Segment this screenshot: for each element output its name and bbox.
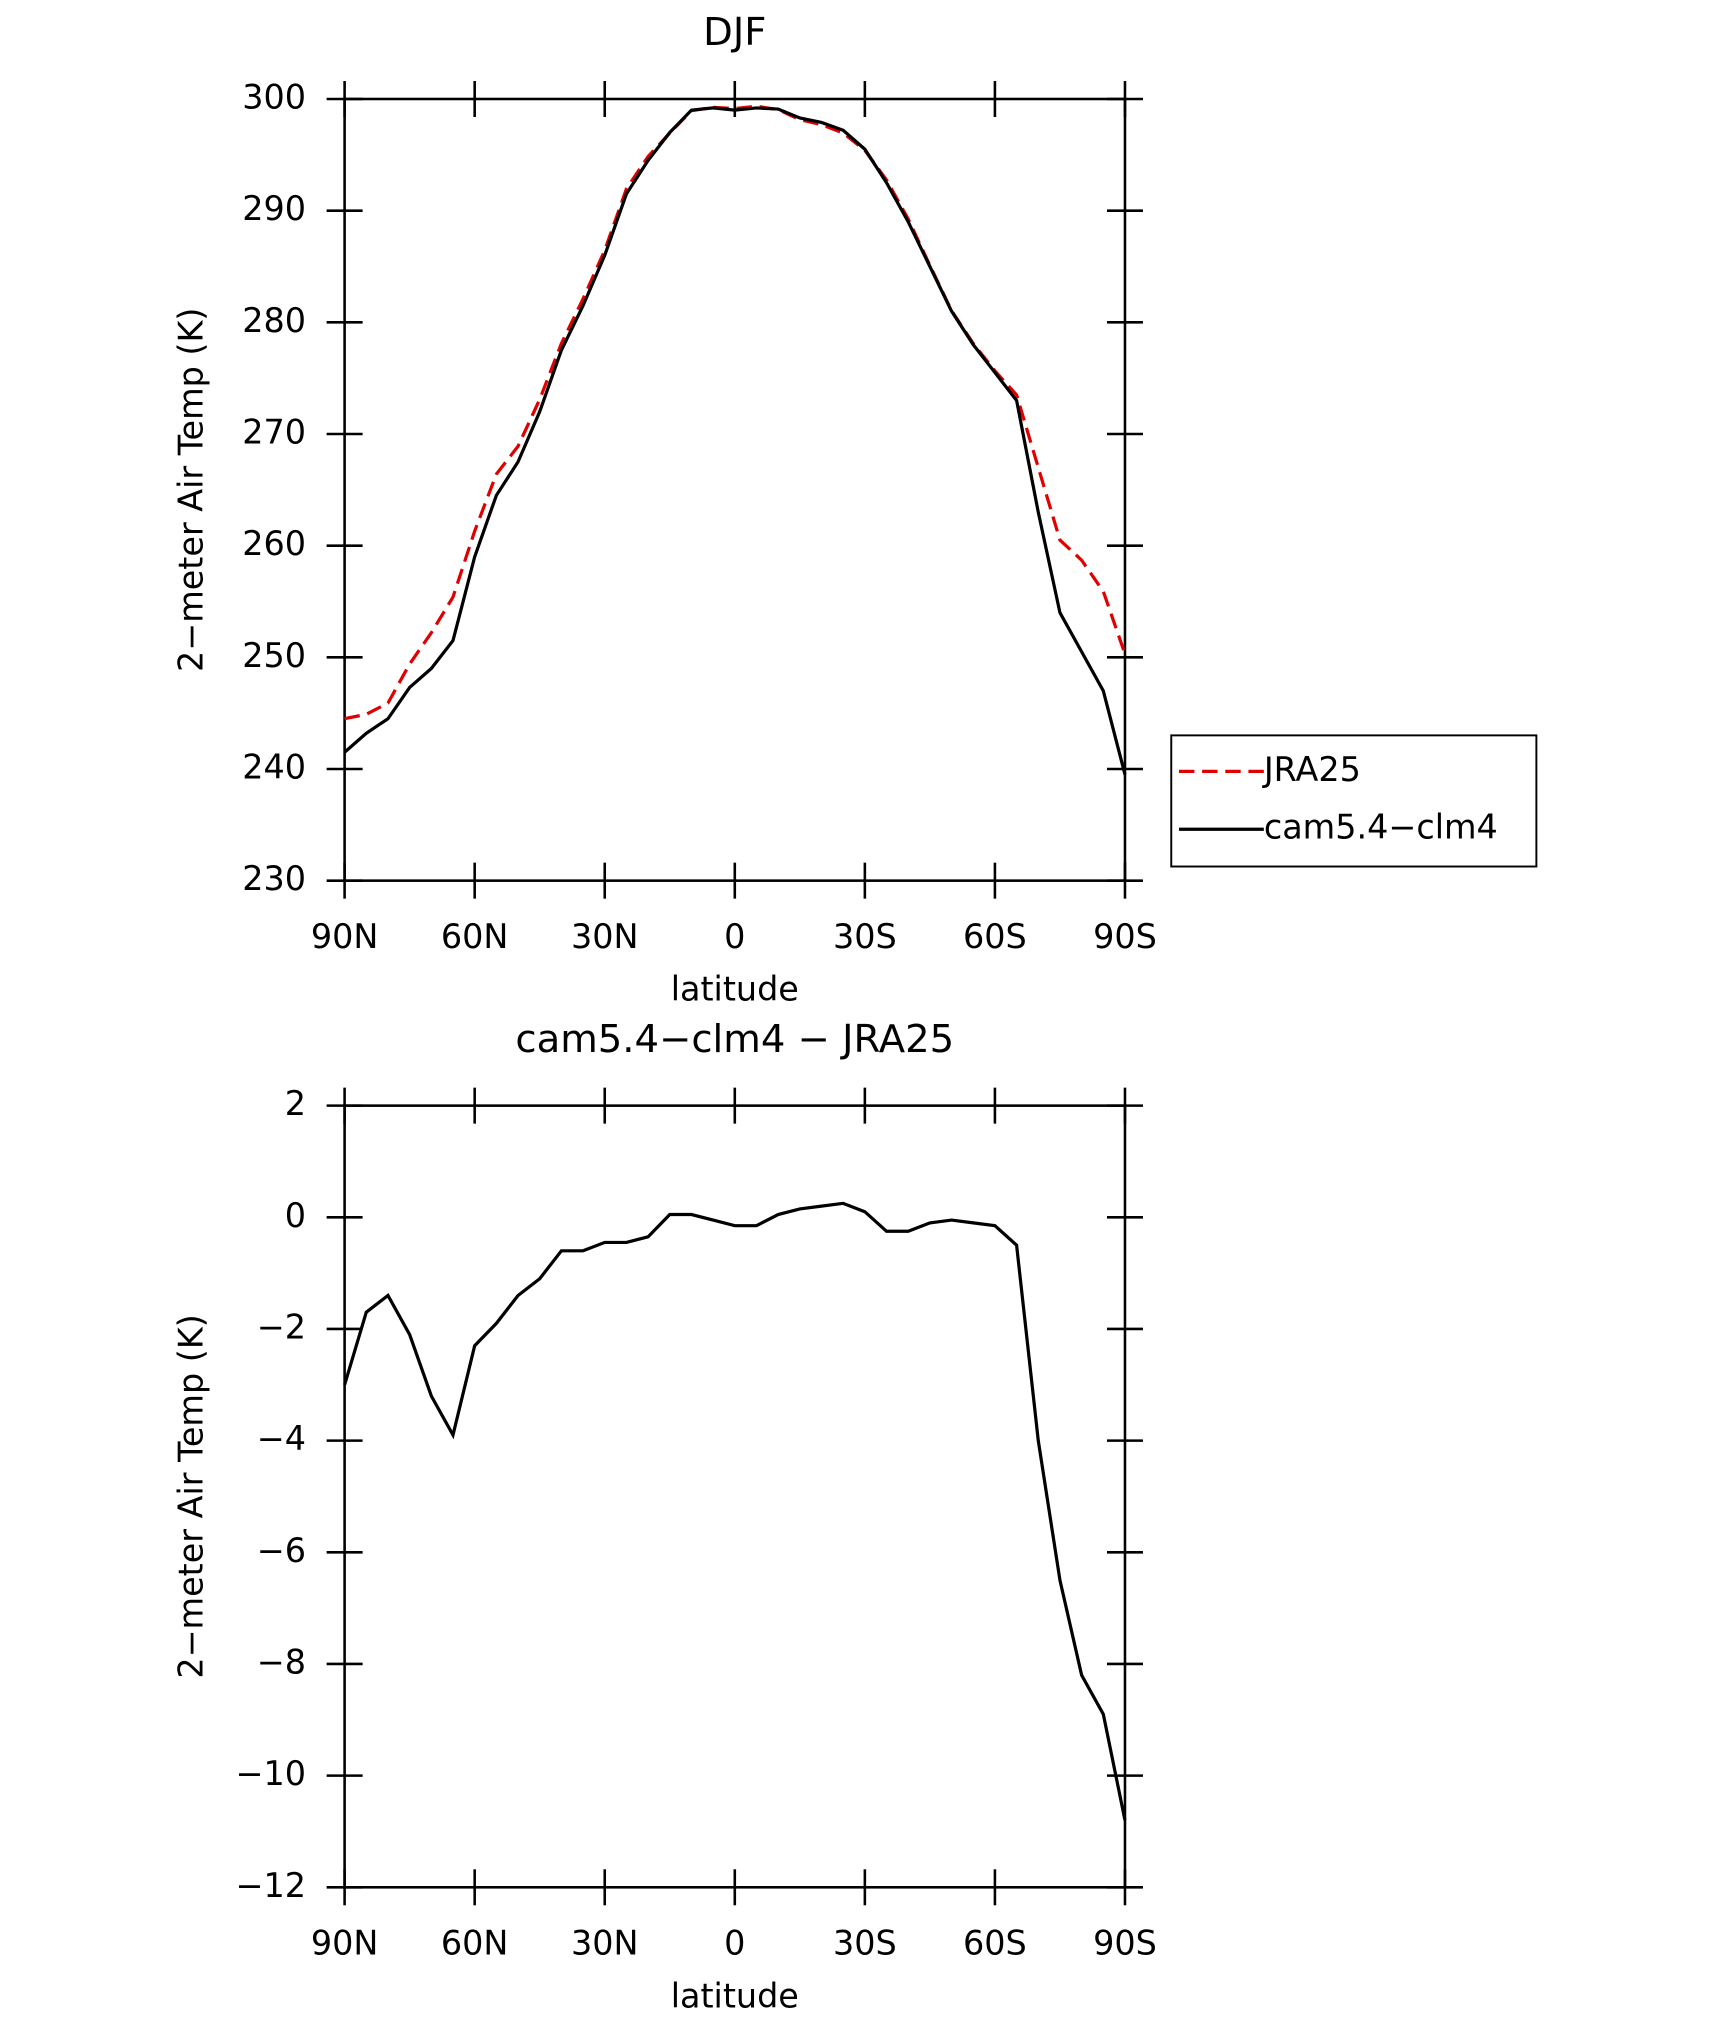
x-tick-label: 90N (311, 1924, 379, 1963)
y-tick-label: −12 (236, 1866, 307, 1905)
y-tick-label: 240 (242, 747, 306, 786)
chart-title: cam5.4−clm4 − JRA25 (515, 1017, 954, 1062)
plot-frame (343, 97, 1127, 882)
x-tick-label: 60N (441, 1924, 509, 1963)
x-tick-label: 60S (963, 917, 1027, 956)
x-tick-label: 30S (833, 917, 897, 956)
y-tick-label: 300 (242, 77, 306, 116)
x-tick-label: 90N (311, 917, 379, 956)
data-line (343, 106, 1127, 775)
y-tick-label: 280 (242, 301, 306, 340)
x-tick-label: 30N (571, 1924, 639, 1963)
y-tick-label: −6 (257, 1531, 306, 1570)
y-tick-label: 0 (285, 1196, 306, 1235)
y-tick-label: 230 (242, 859, 306, 898)
legend-box (1170, 734, 1538, 868)
y-tick-label: 270 (242, 412, 306, 451)
y-axis-label: 2−meter Air Temp (K) (171, 1314, 210, 1678)
data-line (343, 1201, 1127, 1821)
y-tick-label: −2 (257, 1307, 306, 1346)
chart-title: DJF (703, 10, 766, 55)
plot-frame (343, 1104, 1127, 1889)
y-tick-label: 250 (242, 636, 306, 675)
y-tick-label: 260 (242, 524, 306, 563)
x-tick-label: 30N (571, 917, 639, 956)
legend-label: cam5.4−clm4 (1264, 808, 1498, 847)
y-tick-label: −10 (236, 1754, 307, 1793)
x-axis-label: latitude (671, 970, 799, 1009)
y-tick-label: −8 (257, 1642, 306, 1681)
x-tick-label: 30S (833, 1924, 897, 1963)
legend-label: JRA25 (1262, 750, 1361, 789)
x-tick-label: 60N (441, 917, 509, 956)
x-tick-label: 60S (963, 1924, 1027, 1963)
x-tick-label: 90S (1093, 1924, 1157, 1963)
y-tick-label: 2 (285, 1084, 306, 1123)
y-axis-label: 2−meter Air Temp (K) (171, 308, 210, 672)
y-tick-label: −4 (257, 1419, 306, 1458)
x-axis-label: latitude (671, 1976, 799, 2015)
x-tick-label: 0 (724, 1924, 745, 1963)
data-line (344, 104, 1127, 721)
x-tick-label: 0 (724, 917, 745, 956)
x-tick-label: 90S (1093, 917, 1157, 956)
y-tick-label: 290 (242, 189, 306, 228)
